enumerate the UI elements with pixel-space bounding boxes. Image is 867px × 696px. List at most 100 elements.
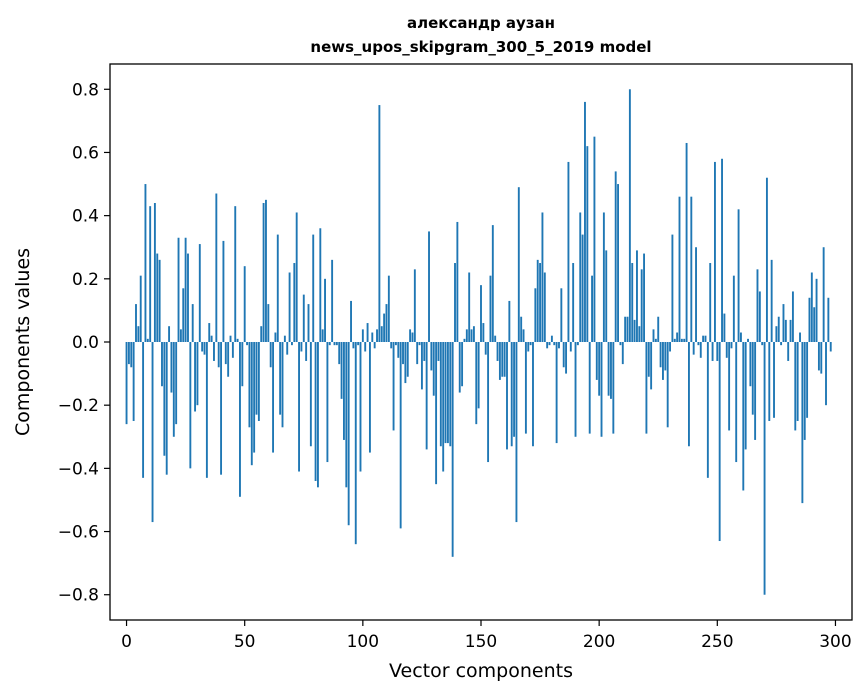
bar <box>640 269 643 342</box>
bar <box>768 342 771 421</box>
bar <box>496 342 499 361</box>
bar <box>347 342 350 526</box>
bar <box>801 342 804 504</box>
bar <box>220 342 223 475</box>
bar <box>784 319 787 342</box>
bar <box>236 338 239 342</box>
bar <box>595 342 598 380</box>
bar <box>191 304 194 342</box>
bar <box>468 272 471 342</box>
bar <box>153 203 156 342</box>
bar <box>257 342 260 421</box>
bar <box>704 335 707 342</box>
bar <box>806 342 809 418</box>
bar <box>420 342 423 390</box>
bar <box>714 161 716 342</box>
bar <box>187 253 189 342</box>
bar <box>584 101 586 342</box>
bar <box>413 269 416 342</box>
bar <box>775 326 778 342</box>
bar <box>366 323 369 342</box>
bar <box>224 342 227 365</box>
bar <box>744 342 747 450</box>
bar <box>175 342 178 425</box>
y-axis-label: Components values <box>12 248 34 436</box>
bar <box>210 335 213 342</box>
bar <box>246 342 248 346</box>
bar <box>808 297 811 342</box>
bar <box>182 288 185 342</box>
bar <box>430 342 433 371</box>
bar <box>378 105 381 342</box>
bar <box>588 342 591 434</box>
bar <box>777 316 780 342</box>
bar <box>723 313 726 342</box>
y-tick-label: −0.4 <box>58 459 99 479</box>
bar <box>614 171 617 342</box>
bar <box>376 329 378 342</box>
bar <box>250 342 253 466</box>
bar <box>135 304 137 342</box>
bar <box>163 342 166 456</box>
bar <box>813 307 816 342</box>
bar <box>425 342 428 450</box>
bar <box>475 342 478 425</box>
bar <box>449 342 452 447</box>
bar <box>737 209 740 342</box>
bar <box>172 342 175 437</box>
bar <box>477 342 480 409</box>
bar <box>269 342 272 368</box>
bar <box>645 342 648 434</box>
bar <box>295 212 298 342</box>
bar <box>222 240 225 342</box>
bar <box>480 285 482 342</box>
bar <box>633 319 636 342</box>
bar <box>394 342 397 346</box>
bar <box>213 342 215 361</box>
bar <box>127 342 130 365</box>
bar <box>423 342 426 361</box>
bar <box>787 342 790 361</box>
bar <box>543 272 546 342</box>
bar <box>593 136 596 342</box>
bar <box>132 342 135 421</box>
bar <box>550 335 553 342</box>
bar <box>803 342 806 440</box>
bar <box>293 263 296 342</box>
bars-group <box>125 89 832 595</box>
bar <box>364 342 367 352</box>
bar <box>560 288 563 342</box>
bar <box>739 332 742 342</box>
bar <box>137 326 140 342</box>
bar <box>822 247 825 342</box>
bar <box>343 342 345 440</box>
bar <box>534 288 537 342</box>
bar <box>683 338 686 342</box>
bar <box>515 342 518 523</box>
bar <box>465 329 468 342</box>
bar <box>179 329 182 342</box>
bar <box>189 342 192 469</box>
bar <box>156 253 159 342</box>
bar <box>728 342 731 431</box>
x-tick-label: 150 <box>465 632 497 652</box>
bar <box>579 212 582 342</box>
bar <box>576 342 579 346</box>
bar <box>532 342 534 447</box>
bar <box>454 263 456 342</box>
bar <box>673 338 676 342</box>
bar <box>227 342 230 377</box>
bar <box>321 329 324 342</box>
bar <box>721 158 723 342</box>
bar <box>517 187 520 342</box>
bar <box>484 342 487 355</box>
bar <box>680 338 683 342</box>
bar <box>125 342 128 425</box>
bar <box>165 342 168 475</box>
x-axis: 0 50 100 150 200 250 300 <box>121 620 852 652</box>
bar <box>482 323 485 342</box>
bar <box>494 335 497 342</box>
x-tick-label: 50 <box>234 632 256 652</box>
bar <box>326 342 329 463</box>
bar <box>605 250 608 342</box>
